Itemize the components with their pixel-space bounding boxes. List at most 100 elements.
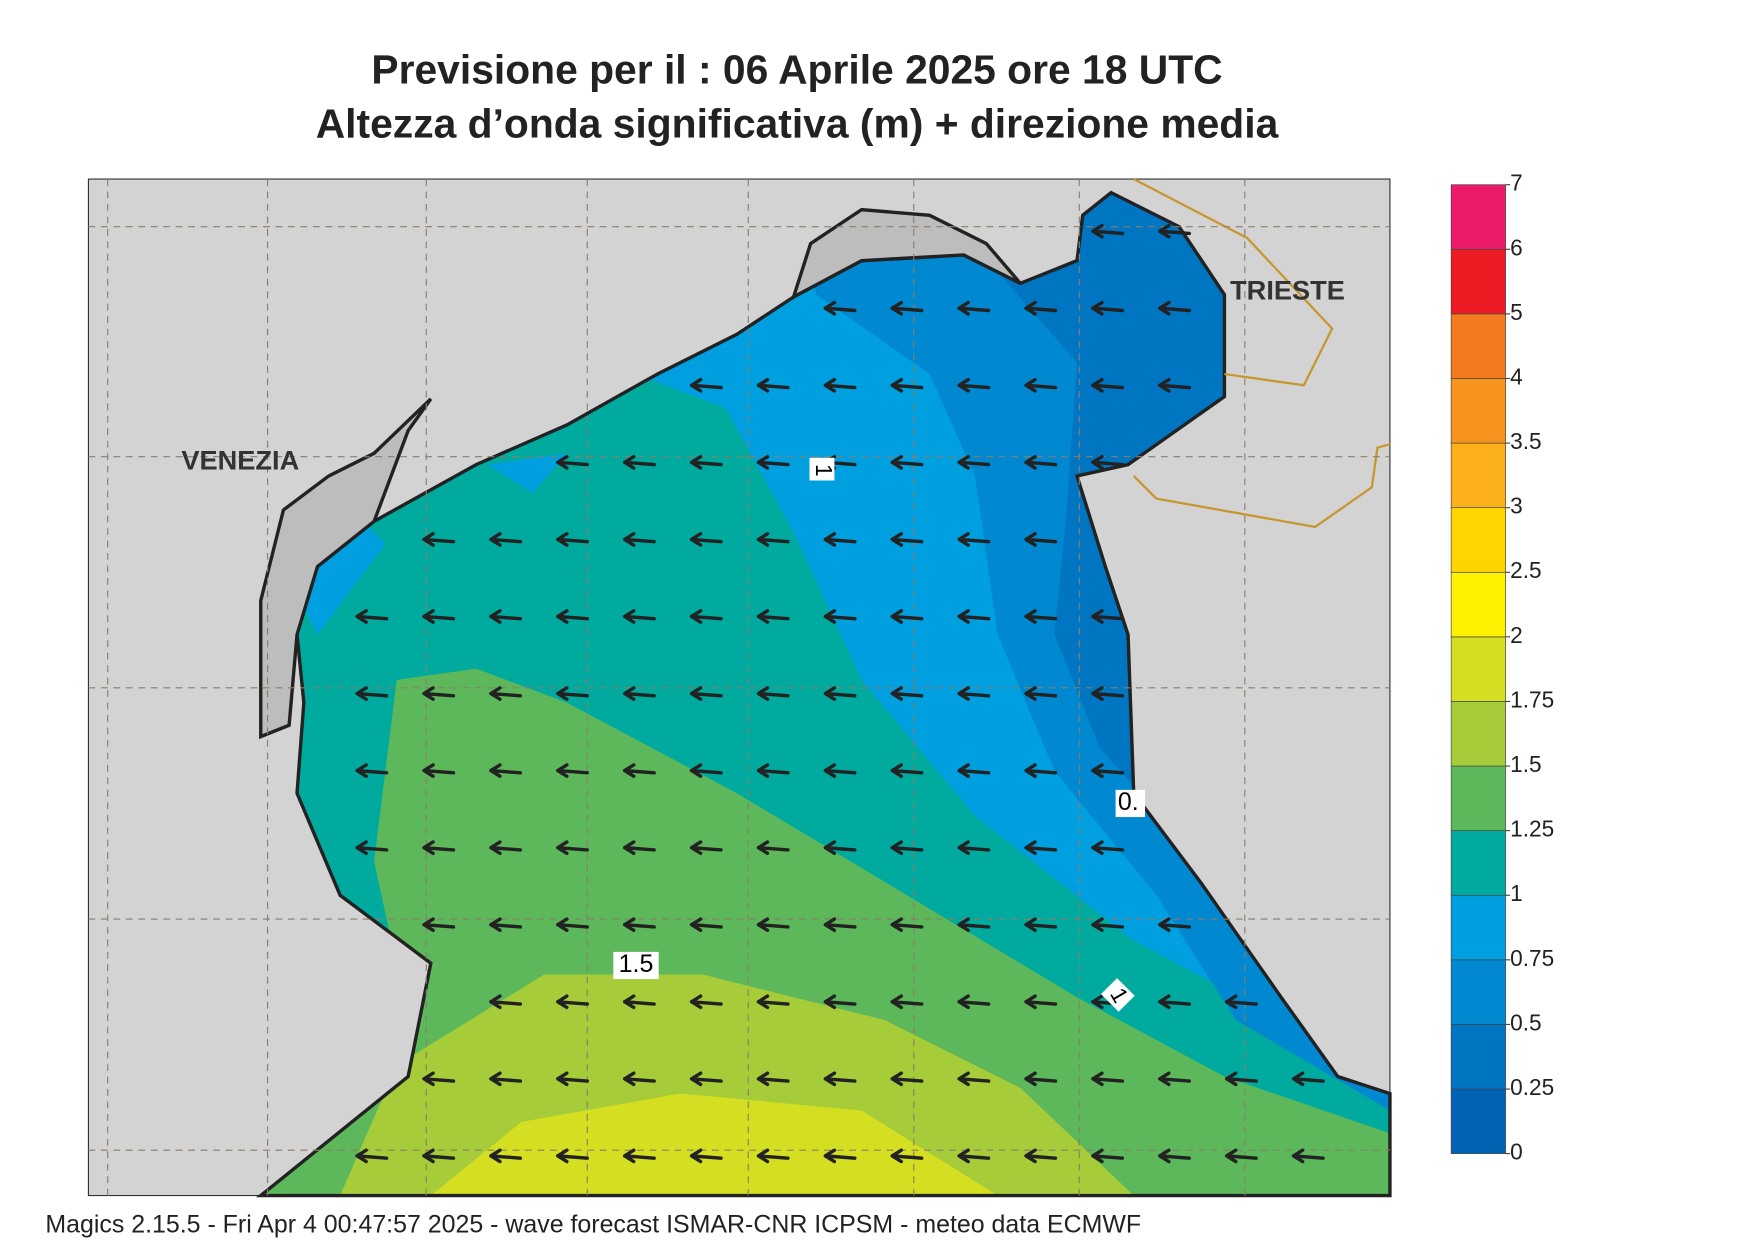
arrow xyxy=(756,454,790,470)
colorbar-label: 1.5 xyxy=(1510,751,1542,777)
arrow xyxy=(890,1071,924,1087)
arrow xyxy=(890,917,924,933)
arrow xyxy=(1024,454,1058,470)
contour-label: 0. xyxy=(1118,788,1139,816)
arrow xyxy=(1224,994,1258,1010)
arrow xyxy=(756,994,790,1010)
arrow xyxy=(489,1148,523,1164)
arrow xyxy=(1024,917,1058,933)
arrow xyxy=(890,763,924,778)
arrow xyxy=(957,300,991,316)
colorbar-label: 4 xyxy=(1510,363,1523,389)
place-label: VENEZIA xyxy=(181,445,299,476)
colorbar-label: 1.75 xyxy=(1510,686,1554,712)
colorbar-band xyxy=(1450,184,1506,250)
colorbar-label: 0.5 xyxy=(1510,1009,1542,1035)
arrow xyxy=(1091,454,1125,470)
arrow xyxy=(756,1071,790,1087)
arrow xyxy=(1024,1071,1058,1087)
arrow xyxy=(689,763,723,778)
arrow xyxy=(556,917,589,933)
arrow xyxy=(957,532,991,547)
arrow xyxy=(823,377,857,393)
arrow xyxy=(422,840,456,856)
arrow xyxy=(823,1071,857,1087)
colorbar-label: 0 xyxy=(1510,1139,1523,1165)
arrow xyxy=(756,532,790,547)
arrow xyxy=(1091,1148,1125,1164)
arrow xyxy=(355,609,389,624)
arrow xyxy=(890,1148,924,1164)
arrow xyxy=(489,917,523,933)
colorbar-label: 2 xyxy=(1510,622,1523,648)
arrow xyxy=(1291,1071,1325,1087)
colorbar-label: 3.5 xyxy=(1510,428,1542,454)
arrow xyxy=(556,686,589,701)
arrow xyxy=(1158,994,1191,1010)
arrow xyxy=(957,377,991,393)
arrow xyxy=(957,686,991,701)
arrow xyxy=(556,763,589,778)
colorbar-band xyxy=(1450,313,1506,379)
arrow xyxy=(823,300,857,316)
venice-lagoon xyxy=(259,397,433,740)
arrow xyxy=(689,609,723,624)
arrow xyxy=(489,763,523,778)
arrow xyxy=(756,377,790,393)
arrow xyxy=(1024,532,1058,547)
arrow xyxy=(756,917,790,933)
arrow xyxy=(689,917,723,933)
arrow xyxy=(890,377,924,393)
arrow xyxy=(1158,1071,1191,1087)
arrow xyxy=(957,1148,991,1164)
arrow xyxy=(890,994,924,1010)
arrow xyxy=(1158,377,1191,393)
arrow xyxy=(622,840,656,856)
arrow xyxy=(890,686,924,701)
colorbar-band xyxy=(1450,507,1506,573)
arrow xyxy=(823,763,857,778)
colorbar-band xyxy=(1450,701,1506,767)
arrow xyxy=(355,840,389,856)
arrow xyxy=(689,1148,723,1164)
arrow xyxy=(1024,686,1058,701)
arrow xyxy=(622,763,656,778)
colorbar-band xyxy=(1450,248,1506,315)
arrow xyxy=(355,1148,389,1164)
colorbar-label: 7 xyxy=(1510,170,1523,196)
lagoon xyxy=(790,207,1022,301)
arrow xyxy=(1024,377,1058,393)
arrow xyxy=(957,994,991,1010)
arrow xyxy=(1091,300,1125,316)
arrow xyxy=(689,532,723,547)
colorbar-label: 0.25 xyxy=(1510,1074,1554,1100)
arrow xyxy=(1091,763,1125,778)
arrow xyxy=(422,686,456,701)
arrow xyxy=(823,1148,857,1164)
place-label: TRIESTE xyxy=(1230,275,1345,306)
arrow xyxy=(1158,300,1191,316)
arrow xyxy=(1158,917,1191,933)
arrow xyxy=(489,532,523,547)
arrow xyxy=(689,1071,723,1087)
arrow xyxy=(823,532,857,547)
arrow xyxy=(489,609,523,624)
colorbar-band xyxy=(1450,765,1506,831)
arrow xyxy=(689,454,723,470)
arrow xyxy=(823,840,857,856)
graticule xyxy=(88,179,1390,1196)
arrow xyxy=(756,763,790,778)
arrow xyxy=(422,917,456,933)
arrow xyxy=(556,1148,589,1164)
contour-label-box: 1 1.5 0. 1 xyxy=(613,457,1146,1012)
arrow xyxy=(1024,300,1058,316)
arrow xyxy=(1224,1148,1258,1164)
colorbar-label: 2.5 xyxy=(1510,557,1542,583)
arrow xyxy=(689,686,723,701)
direction-arrows xyxy=(355,223,1325,1164)
contour-label: 1 xyxy=(811,464,837,477)
arrow xyxy=(622,1071,656,1087)
arrow xyxy=(622,454,656,470)
subtitle: Altezza d’onda significativa (m) + direz… xyxy=(316,101,1279,147)
